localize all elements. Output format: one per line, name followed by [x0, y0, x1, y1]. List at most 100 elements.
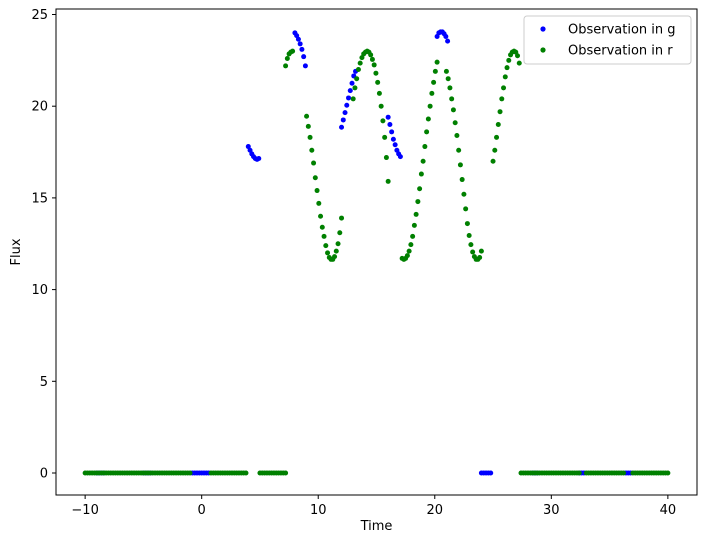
point-g — [295, 36, 301, 42]
x-tick-label: 10 — [310, 503, 327, 518]
x-axis-label: Time — [360, 519, 393, 534]
legend: Observation in g Observation in r — [523, 15, 692, 65]
data-points — [82, 29, 671, 476]
point-g — [342, 110, 348, 116]
point-r — [371, 62, 377, 68]
point-r — [325, 250, 331, 256]
point-r — [429, 90, 435, 96]
point-r — [369, 56, 375, 62]
point-r — [492, 147, 498, 153]
point-r — [417, 186, 423, 192]
point-r — [333, 248, 339, 254]
point-g — [488, 470, 494, 476]
point-r — [321, 233, 327, 239]
point-g — [389, 129, 395, 135]
point-r — [352, 85, 358, 91]
point-g — [302, 63, 308, 69]
point-r — [495, 122, 501, 128]
point-r — [284, 56, 290, 62]
legend-label-g: Observation in g — [568, 23, 676, 38]
point-r — [499, 96, 505, 102]
point-r — [456, 147, 462, 153]
point-g — [340, 117, 346, 123]
point-r — [332, 254, 338, 260]
x-tick-label: 20 — [426, 503, 443, 518]
legend-box — [523, 15, 692, 65]
point-r — [427, 103, 433, 109]
point-r — [420, 158, 426, 164]
point-r — [304, 113, 310, 119]
point-r — [373, 70, 379, 76]
point-r — [470, 249, 476, 255]
point-r — [290, 48, 296, 54]
point-r — [376, 90, 382, 96]
point-r — [434, 59, 440, 65]
point-r — [380, 118, 386, 124]
point-g — [301, 54, 307, 60]
point-r — [447, 85, 453, 91]
point-r — [309, 147, 315, 153]
point-r — [410, 233, 416, 239]
point-g — [299, 46, 305, 52]
point-r — [477, 255, 483, 261]
point-r — [375, 79, 381, 85]
point-r — [283, 63, 289, 69]
point-r — [413, 211, 419, 217]
x-tick-label: 0 — [198, 503, 206, 518]
point-g — [390, 136, 396, 142]
point-r — [339, 215, 345, 221]
point-r — [319, 224, 325, 230]
point-r — [383, 155, 389, 161]
point-r — [411, 222, 417, 228]
point-g — [443, 34, 449, 40]
point-r — [621, 470, 627, 476]
point-r — [335, 241, 341, 247]
legend-marker-g — [540, 26, 546, 32]
point-r — [478, 248, 484, 254]
point-r — [466, 232, 472, 238]
point-r — [431, 79, 437, 85]
point-g — [385, 114, 391, 120]
y-tick-label: 25 — [31, 8, 48, 23]
point-r — [576, 470, 582, 476]
y-tick-label: 10 — [31, 283, 48, 298]
point-r — [443, 68, 449, 74]
point-r — [316, 200, 322, 206]
y-axis-ticks: 0 5 10 15 20 25 — [31, 8, 56, 481]
point-r — [497, 109, 503, 115]
point-r — [337, 230, 343, 236]
y-axis-label: Flux — [9, 238, 24, 265]
y-tick-label: 5 — [40, 375, 48, 390]
point-r — [464, 221, 470, 227]
point-g — [347, 88, 353, 94]
y-tick-label: 20 — [31, 100, 48, 115]
point-r — [463, 206, 469, 212]
x-axis-ticks: −10 0 10 20 30 40 — [71, 495, 676, 518]
point-g — [349, 80, 355, 86]
point-r — [187, 470, 193, 476]
x-tick-label: 30 — [543, 503, 560, 518]
point-r — [404, 253, 410, 259]
point-r — [305, 123, 311, 129]
point-r — [494, 134, 500, 140]
point-g — [339, 124, 345, 130]
point-r — [445, 76, 451, 82]
point-r — [357, 60, 363, 66]
point-r — [323, 243, 329, 249]
point-r — [406, 248, 412, 254]
point-r — [312, 175, 318, 181]
point-r — [432, 68, 438, 74]
point-r — [243, 470, 249, 476]
point-r — [350, 96, 356, 102]
point-r — [368, 52, 374, 58]
y-tick-label: 0 — [40, 466, 48, 481]
point-r — [665, 470, 671, 476]
point-r — [468, 242, 474, 248]
point-r — [382, 134, 388, 140]
point-r — [408, 242, 414, 248]
point-g — [445, 38, 451, 44]
point-g — [387, 122, 393, 128]
plot-area-frame — [55, 8, 698, 496]
point-r — [424, 129, 430, 135]
